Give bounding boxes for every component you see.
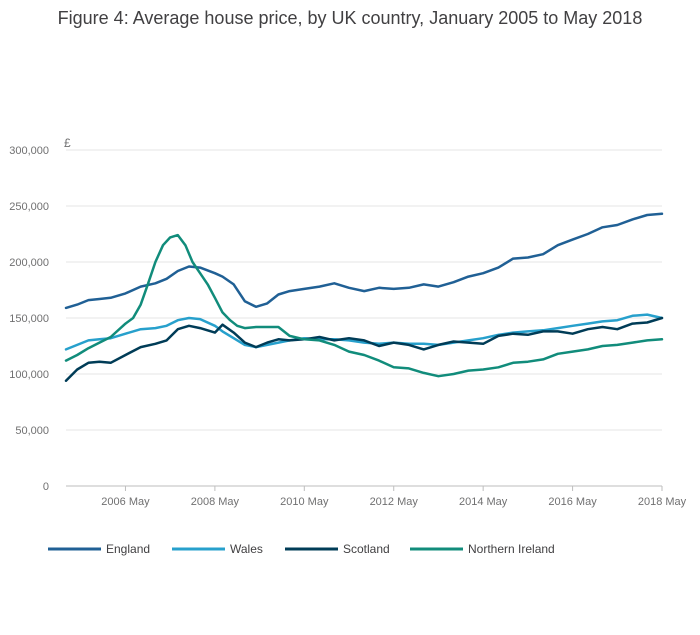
chart-title: Figure 4: Average house price, by UK cou… [58, 8, 643, 28]
y-tick-label: 150,000 [9, 313, 49, 325]
y-tick-label: 0 [43, 481, 49, 493]
series-line-scotland [64, 316, 664, 382]
series-line-northern-ireland [64, 233, 664, 378]
x-tick-label: 2012 May [370, 496, 419, 508]
series-line-england [64, 212, 664, 310]
x-tick-label: 2014 May [459, 496, 508, 508]
y-tick-label: 300,000 [9, 145, 49, 157]
y-tick-label: 250,000 [9, 201, 49, 213]
x-tick-label: 2006 May [101, 496, 150, 508]
legend: England Wales Scotland Northern Ireland [48, 542, 555, 556]
y-axis-unit-label: £ [64, 136, 71, 150]
y-axis-ticks: 0 50,000 100,000 150,000 200,000 250,000 300,0… [9, 145, 49, 493]
y-tick-label: 100,000 [9, 369, 49, 381]
series-lines [64, 212, 664, 382]
y-tick-label: 50,000 [15, 425, 49, 437]
gridlines [66, 149, 662, 487]
y-tick-label: 200,000 [9, 257, 49, 269]
x-tick-label: 2008 May [191, 496, 240, 508]
x-tick-label: 2018 May [638, 496, 687, 508]
legend-label: Northern Ireland [468, 542, 555, 556]
legend-label: England [106, 542, 150, 556]
legend-label: Wales [230, 542, 263, 556]
legend-label: Scotland [343, 542, 390, 556]
x-axis-ticks: 2006 May 2008 May 2010 May 2012 May 2014 May… [101, 486, 687, 508]
x-tick-label: 2010 May [280, 496, 329, 508]
x-tick-label: 2016 May [548, 496, 597, 508]
